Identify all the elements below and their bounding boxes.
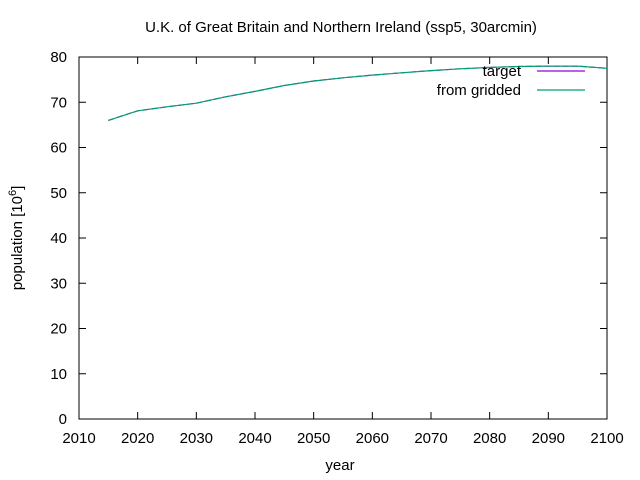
y-axis-label-text: population [10 (9, 196, 26, 290)
x-tick-label: 2030 (180, 430, 213, 447)
legend-label: target (483, 63, 522, 80)
legend-label: from gridded (437, 82, 521, 99)
plot-area (108, 65, 608, 121)
y-tick-label: 10 (50, 366, 67, 383)
x-tick-label: 2060 (356, 430, 389, 447)
y-tick-label: 0 (59, 411, 67, 428)
y-axis-label: population [106] (7, 186, 26, 291)
x-tick-label: 2080 (473, 430, 506, 447)
x-axis-label: year (325, 457, 354, 474)
y-tick-label: 80 (50, 49, 67, 66)
y-tick-label: 50 (50, 185, 67, 202)
series-line-target (108, 65, 608, 121)
chart-title: U.K. of Great Britain and Northern Irela… (145, 19, 537, 36)
x-tick-label: 2020 (121, 430, 154, 447)
x-tick-label: 2100 (590, 430, 623, 447)
y-tick-label: 30 (50, 275, 67, 292)
x-tick-label: 2040 (238, 430, 271, 447)
plot-border (78, 56, 608, 420)
x-tick-label: 2070 (414, 430, 447, 447)
y-tick-label: 60 (50, 140, 67, 157)
x-tick-label: 2010 (62, 430, 95, 447)
legend: target from gridded (437, 63, 585, 99)
x-tick-label: 2090 (532, 430, 565, 447)
y-axis-label-end: ] (9, 186, 26, 190)
x-tick-label: 2050 (297, 430, 330, 447)
y-tick-label: 70 (50, 94, 67, 111)
series-line-from-gridded (108, 65, 608, 121)
y-tick-label: 40 (50, 230, 67, 247)
y-axis-label-exponent: 6 (7, 190, 19, 196)
axes: 2010 2020 2030 2040 2050 2060 2070 2080 2090 2100… (50, 49, 623, 447)
y-tick-label: 20 (50, 321, 67, 338)
